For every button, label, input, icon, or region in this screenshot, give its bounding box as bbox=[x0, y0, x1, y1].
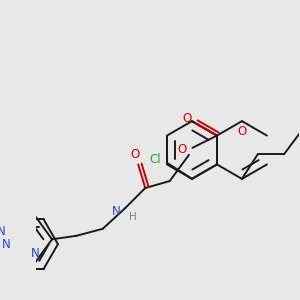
Text: H: H bbox=[129, 212, 136, 221]
Text: N: N bbox=[2, 238, 10, 251]
Text: O: O bbox=[183, 112, 192, 125]
Text: O: O bbox=[130, 148, 140, 161]
Text: N: N bbox=[112, 205, 120, 218]
Text: O: O bbox=[237, 125, 247, 138]
Text: N: N bbox=[31, 247, 40, 260]
Text: O: O bbox=[177, 143, 187, 156]
Text: N: N bbox=[0, 225, 5, 239]
Text: Cl: Cl bbox=[149, 153, 161, 166]
